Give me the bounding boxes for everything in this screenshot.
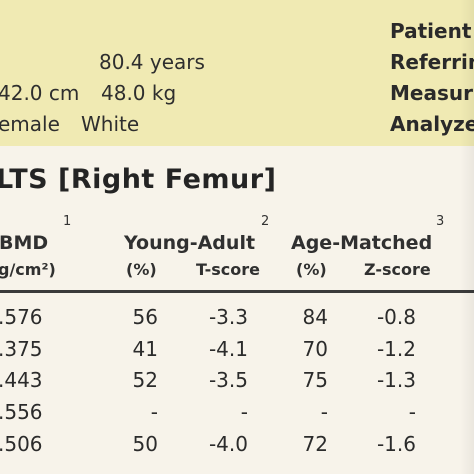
page-edge-shadow xyxy=(460,0,474,474)
table-row-am-pct: 72 xyxy=(302,432,328,456)
col-zscore: Z-score xyxy=(364,260,431,279)
col-bmd-header: BMD xyxy=(0,232,49,254)
patient-info-band xyxy=(0,0,474,146)
table-row-zscore: -1.2 xyxy=(376,337,416,361)
table-row-am-pct: 84 xyxy=(302,305,328,329)
table-header-rule xyxy=(0,290,474,293)
table-row-bmd: .506 xyxy=(0,432,43,456)
table-row-ya-pct: 56 xyxy=(132,305,158,329)
col-bmd-unit: g/cm²) xyxy=(0,260,56,279)
col-bmd-footnote: 1 xyxy=(63,214,72,229)
table-row-ya-pct: 52 xyxy=(132,368,158,392)
table-row-am-pct: 75 xyxy=(302,368,328,392)
table-row-am-pct: 70 xyxy=(302,337,328,361)
patient-label: Patient xyxy=(390,19,472,43)
table-row-tscore: - xyxy=(240,400,248,424)
col-young-pct: (%) xyxy=(126,260,157,279)
results-title: LTS [Right Femur] xyxy=(0,164,277,195)
analyzed-label: Analyze xyxy=(390,112,474,136)
referring-label: Referrin xyxy=(390,50,474,74)
table-row-bmd: .375 xyxy=(0,337,43,361)
table-row-ya-pct: 41 xyxy=(132,337,158,361)
measured-label: Measur xyxy=(390,81,473,105)
col-young-adult-header: Young-Adult xyxy=(124,232,256,254)
patient-weight: 48.0 kg xyxy=(101,81,177,105)
table-row-zscore: -0.8 xyxy=(376,305,416,329)
table-row-ya-pct: 50 xyxy=(132,432,158,456)
patient-height: 42.0 cm xyxy=(0,81,80,105)
table-row-tscore: -3.3 xyxy=(208,305,248,329)
table-row-tscore: -4.0 xyxy=(208,432,248,456)
table-row-bmd: .556 xyxy=(0,400,43,424)
table-row-bmd: .576 xyxy=(0,305,43,329)
col-age-pct: (%) xyxy=(296,260,327,279)
table-row-zscore: - xyxy=(408,400,416,424)
col-tscore: T-score xyxy=(196,260,260,279)
table-row-tscore: -3.5 xyxy=(208,368,248,392)
col-age-matched-header: Age-Matched xyxy=(291,232,433,254)
col-age-matched-footnote: 3 xyxy=(436,214,445,229)
col-young-adult-footnote: 2 xyxy=(261,214,270,229)
patient-ethnicity: White xyxy=(81,112,140,136)
table-row-zscore: -1.3 xyxy=(376,368,416,392)
table-row-am-pct: - xyxy=(320,400,328,424)
table-row-zscore: -1.6 xyxy=(376,432,416,456)
table-row-bmd: .443 xyxy=(0,368,43,392)
patient-age: 80.4 years xyxy=(99,50,205,74)
patient-sex: emale xyxy=(0,112,60,136)
table-row-ya-pct: - xyxy=(150,400,158,424)
table-row-tscore: -4.1 xyxy=(208,337,248,361)
